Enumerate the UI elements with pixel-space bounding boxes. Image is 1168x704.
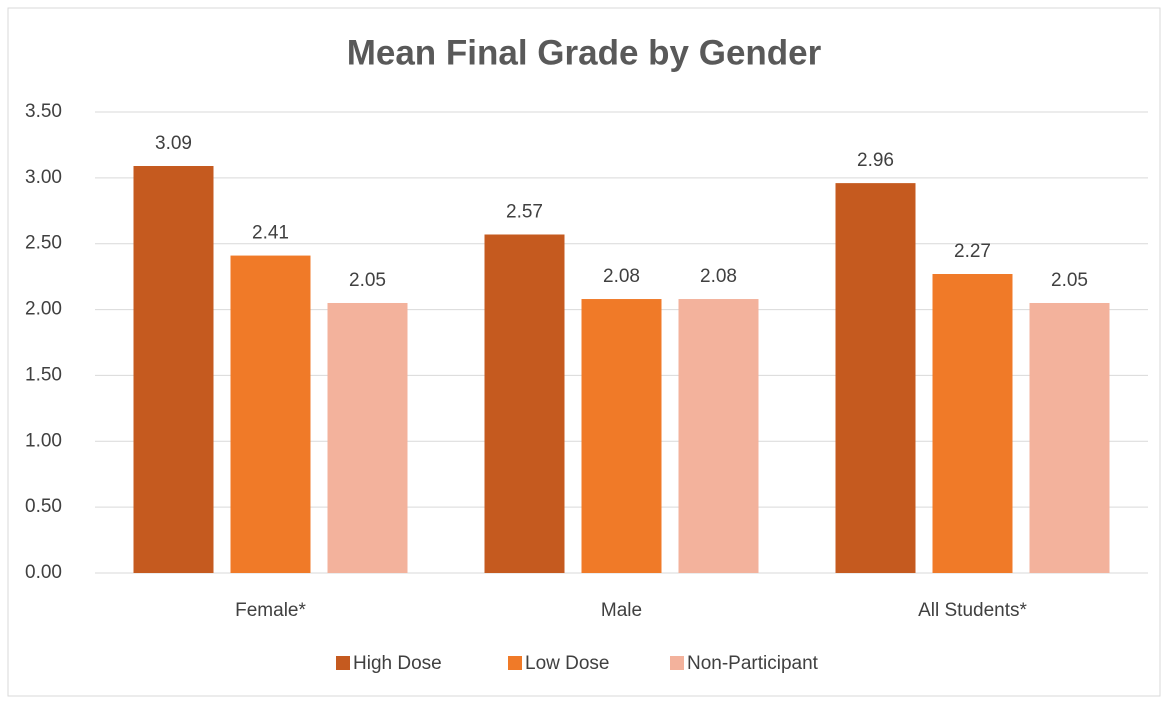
legend-label: Non-Participant: [687, 653, 819, 674]
bar: [581, 299, 662, 573]
y-tick-label: 1.00: [25, 430, 62, 451]
y-tick-label: 0.00: [25, 562, 62, 583]
bar: [133, 166, 214, 573]
y-tick-label: 3.50: [25, 101, 62, 122]
x-tick-label: All Students*: [918, 600, 1027, 621]
chart-title: Mean Final Grade by Gender: [347, 33, 822, 72]
y-tick-label: 0.50: [25, 496, 62, 517]
bar: [1029, 302, 1110, 573]
y-tick-label: 2.50: [25, 233, 62, 254]
bar: [678, 299, 759, 573]
legend-swatch: [336, 656, 350, 670]
y-tick-label: 3.00: [25, 167, 62, 188]
bar: [835, 183, 916, 573]
data-label: 2.27: [954, 241, 991, 262]
y-tick-label: 1.50: [25, 364, 62, 385]
data-label: 2.96: [857, 150, 894, 171]
data-label: 2.57: [506, 202, 543, 223]
data-label: 2.08: [700, 266, 737, 287]
x-tick-label: Female*: [235, 600, 306, 621]
bar: [230, 255, 311, 573]
bar: [484, 234, 565, 573]
data-label: 2.05: [1051, 270, 1088, 291]
legend-label: High Dose: [353, 653, 442, 674]
y-tick-label: 2.00: [25, 299, 62, 320]
legend-swatch: [670, 656, 684, 670]
bar: [327, 302, 408, 573]
data-label: 2.41: [252, 223, 289, 244]
legend-swatch: [508, 656, 522, 670]
x-tick-label: Male: [601, 600, 642, 621]
legend-label: Low Dose: [525, 653, 610, 674]
data-label: 2.05: [349, 270, 386, 291]
data-label: 3.09: [155, 133, 192, 154]
data-label: 2.08: [603, 266, 640, 287]
bar: [932, 274, 1013, 573]
